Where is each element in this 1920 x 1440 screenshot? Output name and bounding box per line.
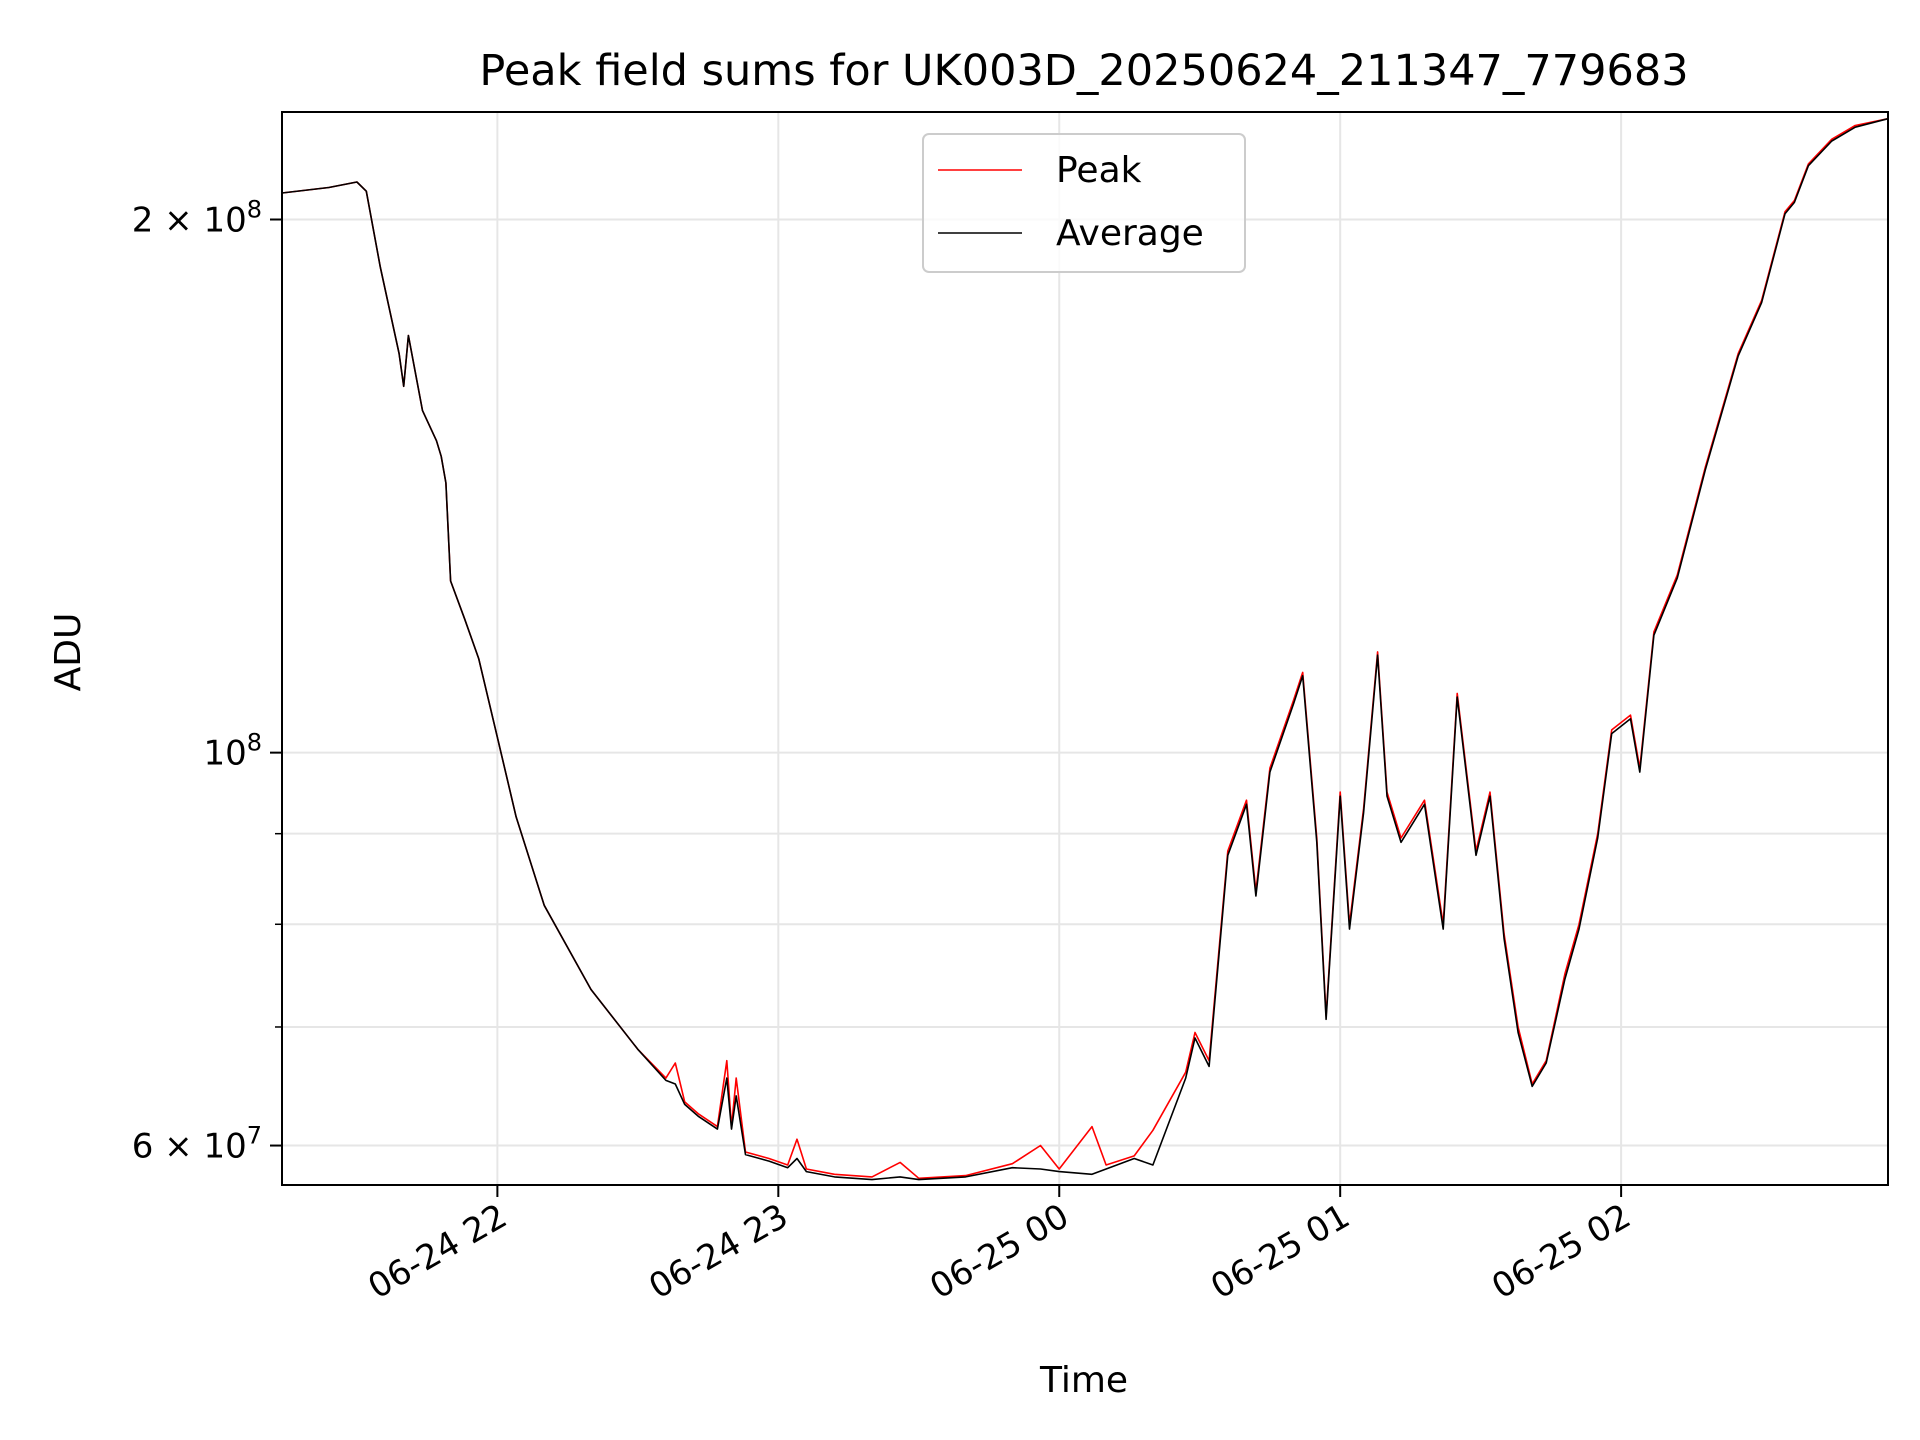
legend: Peak Average (922, 133, 1246, 273)
y-tick-label: 108 (203, 729, 262, 774)
y-axis: 6 × 107 108 2 × 108 (132, 195, 282, 1167)
y-tick-label: 6 × 107 (132, 1122, 262, 1167)
series-line-average (281, 117, 1889, 1181)
y-axis-label: ADU (48, 613, 89, 692)
plot-frame (281, 111, 1889, 1186)
legend-box (922, 133, 1246, 273)
y-tick-label: 2 × 108 (132, 195, 262, 240)
x-axis-label: Time (1039, 1360, 1128, 1401)
series-layer (281, 117, 1889, 1181)
chart-title: Peak field sums for UK003D_20250624_2113… (479, 46, 1688, 96)
legend-label-average: Average (1056, 213, 1204, 254)
legend-label-peak: Peak (1056, 150, 1142, 191)
grid (282, 112, 1888, 1185)
